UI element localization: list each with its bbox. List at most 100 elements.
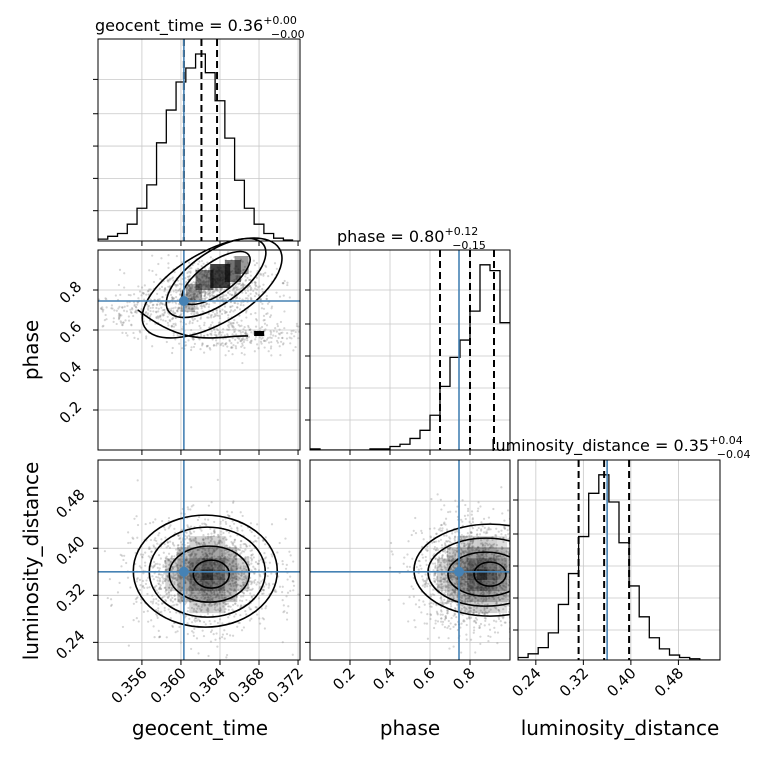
scatter-dist-time-point bbox=[254, 568, 257, 571]
scatter-dist-phase-point bbox=[460, 576, 464, 579]
scatter-dist-phase-point bbox=[454, 591, 457, 594]
scatter-dist-phase-point bbox=[450, 555, 453, 558]
scatter-dist-time-point bbox=[185, 592, 188, 595]
scatter-dist-time-point bbox=[219, 555, 222, 559]
scatter-dist-phase-point bbox=[440, 597, 443, 600]
scatter-dist-time-point bbox=[193, 594, 196, 597]
scatter-dist-time-point bbox=[282, 604, 285, 607]
scatter-dist-time-point bbox=[159, 579, 162, 582]
scatter-dist-phase-point bbox=[503, 563, 507, 566]
scatter-phase-time-point bbox=[192, 281, 195, 284]
scatter-dist-time-density-cell bbox=[237, 580, 250, 592]
scatter-phase-time-point bbox=[206, 344, 210, 348]
scatter-dist-phase-point bbox=[422, 538, 425, 541]
scatter-phase-time-point bbox=[226, 291, 230, 294]
scatter-dist-phase-point bbox=[439, 576, 442, 579]
scatter-dist-time-point bbox=[190, 630, 194, 633]
scatter-dist-time-point bbox=[253, 534, 256, 538]
scatter-phase-time-point bbox=[187, 261, 191, 264]
scatter-dist-time-point bbox=[142, 572, 145, 575]
scatter-dist-time-point bbox=[129, 541, 132, 544]
scatter-dist-time-point bbox=[157, 599, 160, 602]
scatter-dist-time-point bbox=[222, 597, 225, 600]
scatter-dist-phase-point bbox=[497, 596, 500, 599]
scatter-phase-time-point bbox=[210, 330, 213, 333]
scatter-dist-time-point bbox=[215, 632, 218, 635]
scatter-dist-phase-point bbox=[434, 572, 437, 575]
scatter-dist-time-point bbox=[164, 528, 167, 531]
scatter-dist-time-point bbox=[176, 563, 179, 567]
scatter-phase-time-point bbox=[240, 283, 243, 287]
scatter-phase-time-point bbox=[234, 301, 237, 305]
scatter-phase-time-point bbox=[147, 304, 150, 307]
scatter-dist-phase-point bbox=[460, 538, 463, 541]
scatter-dist-phase-point bbox=[413, 619, 416, 622]
scatter-dist-time-point bbox=[210, 597, 213, 601]
scatter-phase-time-point bbox=[232, 322, 235, 325]
scatter-dist-time-point bbox=[147, 576, 150, 580]
scatter-dist-phase-point bbox=[484, 619, 487, 622]
scatter-dist-time-point bbox=[233, 615, 236, 618]
scatter-dist-phase-point bbox=[461, 499, 464, 502]
scatter-dist-phase-point bbox=[467, 615, 471, 619]
scatter-phase-time-point bbox=[218, 296, 221, 299]
scatter-dist-phase-point bbox=[421, 556, 425, 559]
scatter-phase-time-point bbox=[281, 336, 284, 340]
scatter-dist-phase-point bbox=[486, 531, 489, 534]
scatter-dist-time-point bbox=[176, 630, 179, 633]
scatter-dist-phase-point bbox=[433, 572, 436, 575]
scatter-dist-time-density-cell bbox=[213, 602, 226, 614]
scatter-dist-phase-point bbox=[486, 591, 489, 594]
scatter-phase-time-ytick-label: 0.6 bbox=[56, 318, 86, 348]
scatter-dist-phase-point bbox=[485, 555, 488, 558]
scatter-dist-phase-point bbox=[468, 534, 471, 537]
scatter-dist-time-point bbox=[155, 584, 158, 588]
scatter-phase-time-point bbox=[240, 339, 243, 342]
scatter-dist-time-point bbox=[256, 613, 259, 616]
scatter-dist-phase-point bbox=[441, 554, 444, 557]
scatter-phase-time-point bbox=[129, 294, 132, 297]
scatter-dist-time-point bbox=[157, 576, 160, 579]
scatter-phase-time-point bbox=[134, 309, 137, 312]
scatter-phase-time-point bbox=[201, 310, 204, 313]
scatter-phase-time-point bbox=[209, 314, 213, 317]
scatter-dist-time-point bbox=[270, 523, 274, 526]
scatter-dist-time-point bbox=[171, 576, 174, 579]
scatter-phase-time-point bbox=[202, 291, 205, 294]
scatter-dist-phase-point bbox=[450, 555, 453, 558]
scatter-dist-time-point bbox=[142, 610, 146, 614]
scatter-dist-time-point bbox=[221, 622, 224, 625]
scatter-dist-phase-point bbox=[440, 610, 443, 613]
scatter-dist-time-density-cell bbox=[225, 569, 238, 581]
scatter-phase-time-point bbox=[172, 290, 175, 293]
scatter-dist-phase-point bbox=[460, 533, 463, 537]
scatter-phase-time-point bbox=[149, 314, 152, 318]
scatter-dist-time-point bbox=[216, 621, 220, 625]
scatter-dist-phase-point bbox=[497, 530, 500, 533]
scatter-dist-phase-point bbox=[412, 529, 415, 532]
scatter-dist-time-point bbox=[209, 602, 212, 605]
scatter-dist-time-point bbox=[208, 594, 211, 597]
scatter-phase-time-point bbox=[270, 331, 273, 334]
scatter-phase-time-point bbox=[249, 296, 252, 299]
scatter-dist-phase-point bbox=[440, 544, 444, 547]
scatter-dist-time-point bbox=[155, 589, 158, 592]
scatter-dist-time-density-cell bbox=[165, 569, 178, 581]
scatter-phase-time-point bbox=[210, 313, 213, 317]
scatter-dist-phase-point bbox=[465, 638, 468, 641]
scatter-dist-time-point bbox=[240, 524, 243, 527]
scatter-dist-phase-point bbox=[454, 552, 457, 555]
scatter-dist-phase-point bbox=[463, 595, 466, 598]
scatter-dist-phase-point bbox=[450, 574, 454, 577]
scatter-dist-phase-density-cell bbox=[437, 569, 447, 581]
scatter-phase-time-point bbox=[176, 284, 179, 287]
scatter-dist-time-point bbox=[193, 539, 196, 542]
scatter-dist-time-point bbox=[270, 572, 273, 575]
scatter-dist-phase-point bbox=[476, 533, 479, 536]
scatter-dist-time-point bbox=[317, 600, 319, 602]
scatter-dist-time-point bbox=[206, 607, 209, 610]
scatter-phase-time-point bbox=[246, 333, 249, 336]
scatter-dist-time-point bbox=[138, 588, 142, 592]
scatter-dist-time-point bbox=[180, 596, 183, 599]
scatter-dist-phase-point bbox=[443, 566, 446, 569]
